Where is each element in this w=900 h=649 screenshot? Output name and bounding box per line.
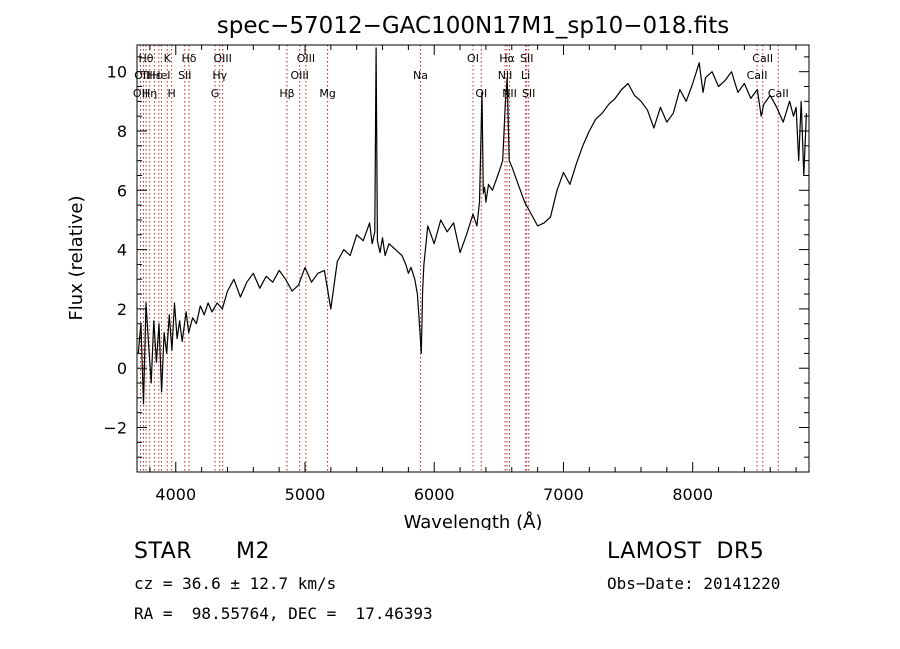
y-tick-label: 8 xyxy=(117,122,127,141)
redshift-cz: cz = 36.6 ± 12.7 km/s xyxy=(134,574,337,593)
y-tick-label: 6 xyxy=(117,181,127,200)
spectral-line-label: OIII xyxy=(134,69,152,82)
spectral-line-label: OI xyxy=(475,87,487,100)
spectral-line-label: Na xyxy=(413,69,428,82)
y-tick-label: 2 xyxy=(117,300,127,319)
spectral-line-label: Hγ xyxy=(212,69,227,82)
x-tick-label: 6000 xyxy=(414,485,455,504)
spectral-line-label: SII xyxy=(178,69,191,82)
spectral-line-label: OIII xyxy=(297,52,315,65)
spectral-line-label: Li xyxy=(521,69,530,82)
y-axis: −2 0 2 4 6 8 10 xyxy=(103,56,809,458)
chart-title: spec−57012−GAC100N17M1_sp10−018.fits xyxy=(217,13,729,39)
spectral-line-label: OIII xyxy=(213,52,231,65)
spectrum-chart: spec−57012−GAC100N17M1_sp10−018.fits OII… xyxy=(66,13,810,530)
spectral-line-label: Hδ xyxy=(181,52,196,65)
y-tick-label: 10 xyxy=(107,63,127,82)
spectral-line-label: SII xyxy=(520,52,533,65)
spectral-line-label: CaII xyxy=(752,52,773,65)
spectrum-series-line xyxy=(137,47,807,405)
object-subclass: M2 xyxy=(236,539,270,564)
spectral-line-label: G xyxy=(211,87,220,100)
spectral-line-label: OI xyxy=(467,52,479,65)
x-tick-label: 8000 xyxy=(672,485,713,504)
x-axis: 4000 5000 6000 7000 8000 xyxy=(149,45,797,504)
spectral-line-label: NII xyxy=(502,87,517,100)
spectral-line-markers xyxy=(139,45,779,472)
spectral-line-labels: OIIOIIIHθHηHεHeIKHSIIHδGHγOIIIHβOIIIOIII… xyxy=(133,52,789,100)
observation-date: Obs−Date: 20141220 xyxy=(607,574,781,593)
spectral-line-label: CaII xyxy=(747,69,768,82)
spectral-line-label: Hβ xyxy=(279,87,294,100)
y-tick-label: −2 xyxy=(103,419,127,438)
y-axis-label: Flux (relative) xyxy=(66,195,87,320)
spectral-line-label: CaII xyxy=(768,87,789,100)
spectral-line-label: HeI xyxy=(152,69,170,82)
spectral-line-label: Hα xyxy=(499,52,515,65)
spectral-line-label: Mg xyxy=(319,87,335,100)
spectral-line-label: NII xyxy=(498,69,513,82)
x-tick-label: 5000 xyxy=(285,485,326,504)
spectral-line-label: H xyxy=(167,87,175,100)
survey-name: LAMOST DR5 xyxy=(607,539,765,564)
x-tick-label: 7000 xyxy=(543,485,584,504)
spectral-line-label: Hε xyxy=(147,69,161,82)
spectral-line-label: SII xyxy=(522,87,535,100)
spectral-line-label: Hη xyxy=(142,87,157,100)
spectral-line-label: Hθ xyxy=(139,52,154,65)
plot-frame xyxy=(136,44,810,473)
y-tick-label: 4 xyxy=(117,241,127,260)
x-axis-label: Wavelength (Å) xyxy=(404,511,543,530)
object-class: STAR xyxy=(134,539,193,564)
spectral-line-label: K xyxy=(164,52,172,65)
x-tick-label: 4000 xyxy=(155,485,196,504)
coordinates: RA = 98.55764, DEC = 17.46393 xyxy=(134,604,433,623)
y-tick-label: 0 xyxy=(117,359,127,378)
spectral-line-label: OIII xyxy=(291,69,309,82)
